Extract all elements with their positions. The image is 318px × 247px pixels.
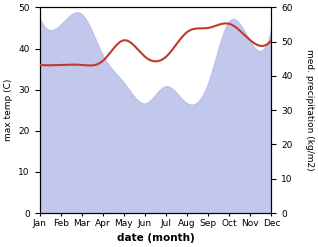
Y-axis label: med. precipitation (kg/m2): med. precipitation (kg/m2) — [305, 49, 314, 171]
Y-axis label: max temp (C): max temp (C) — [4, 79, 13, 141]
X-axis label: date (month): date (month) — [117, 233, 194, 243]
